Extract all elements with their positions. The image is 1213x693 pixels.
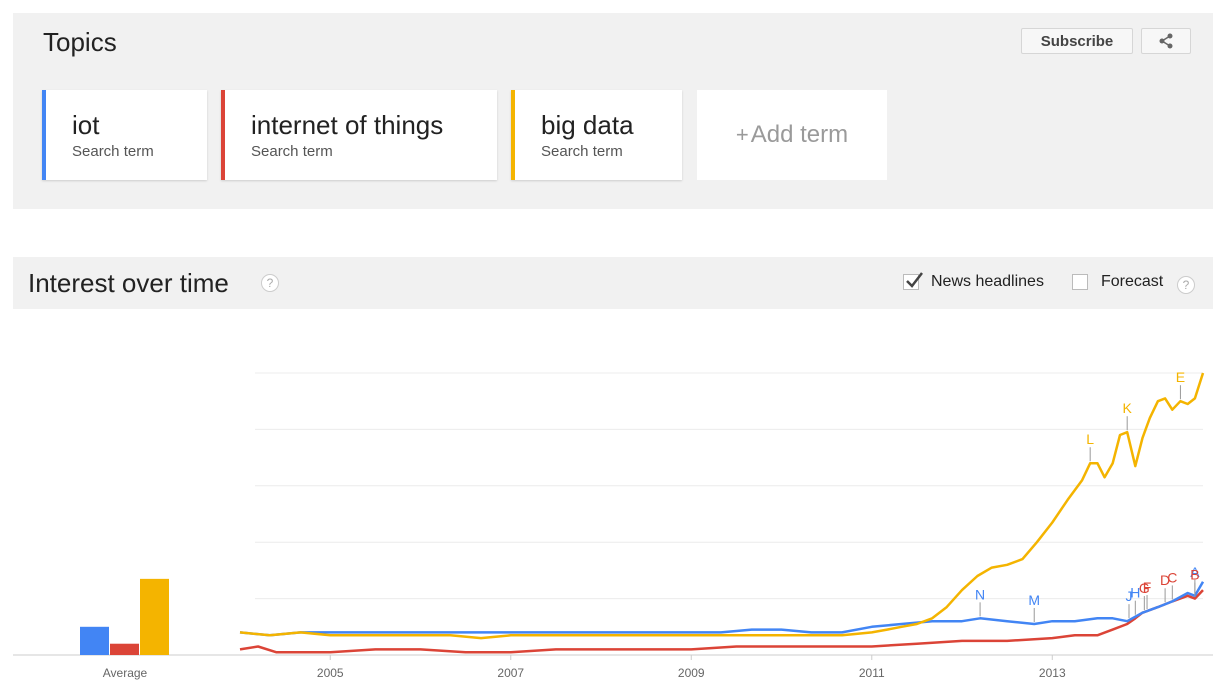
x-tick-label: 2011 (859, 666, 885, 680)
term-card-big-data[interactable]: big data Search term (511, 90, 682, 180)
term-subtitle: Search term (251, 143, 333, 160)
add-term-button[interactable]: + Add term (697, 90, 887, 180)
x-tick-label: 2009 (678, 666, 705, 680)
topics-panel: Topics Subscribe iot Search term interne… (13, 13, 1213, 209)
annotation-A: A (1190, 564, 1200, 580)
average-bar-internet-of-things (110, 643, 139, 655)
help-icon[interactable]: ? (261, 274, 279, 292)
term-card-internet-of-things[interactable]: internet of things Search term (221, 90, 497, 180)
share-button[interactable] (1141, 28, 1191, 54)
average-bar-big-data (140, 578, 169, 655)
forecast-checkbox[interactable] (1072, 274, 1088, 290)
add-term-label: Add term (750, 121, 849, 148)
checkmark-icon (906, 272, 923, 288)
topics-title: Topics (43, 27, 117, 57)
term-subtitle: Search term (72, 143, 154, 160)
annotation-B: B (1190, 567, 1199, 583)
term-card-iot[interactable]: iot Search term (42, 90, 207, 180)
term-name: big data (541, 110, 634, 140)
series-line-big-data (239, 372, 1205, 640)
average-label: Average (103, 666, 148, 680)
term-subtitle: Search term (541, 143, 623, 160)
news-headlines-label: News headlines (931, 273, 1044, 290)
forecast-label: Forecast (1101, 273, 1164, 290)
x-tick-label: 2013 (1039, 666, 1066, 680)
annotation-C: C (1167, 569, 1177, 585)
x-tick-label: 2007 (497, 666, 524, 680)
annotation-H: H (1130, 585, 1140, 601)
plus-icon: + (735, 122, 749, 147)
subscribe-button[interactable]: Subscribe (1021, 28, 1133, 54)
x-tick-label: 2005 (317, 666, 344, 680)
annotation-M: M (1028, 592, 1040, 608)
term-name: iot (72, 110, 100, 140)
annotation-F: F (1143, 579, 1152, 595)
interest-over-time-title: Interest over time (28, 268, 229, 298)
news-headlines-checkbox[interactable] (903, 272, 923, 290)
annotation-G: G (1139, 580, 1150, 596)
interest-over-time-header: Interest over time ? News headlines Fore… (13, 257, 1213, 309)
annotation-J: J (1125, 588, 1132, 604)
annotation-N: N (975, 586, 985, 602)
term-name: internet of things (251, 110, 444, 140)
annotation-D: D (1160, 572, 1170, 588)
annotation-L: L (1086, 431, 1094, 447)
help-icon[interactable]: ? (1177, 276, 1195, 294)
average-bar-iot (80, 626, 109, 655)
annotation-K: K (1123, 400, 1133, 416)
share-icon (1159, 33, 1173, 49)
annotation-E: E (1176, 369, 1185, 385)
series-line-iot (239, 581, 1205, 637)
